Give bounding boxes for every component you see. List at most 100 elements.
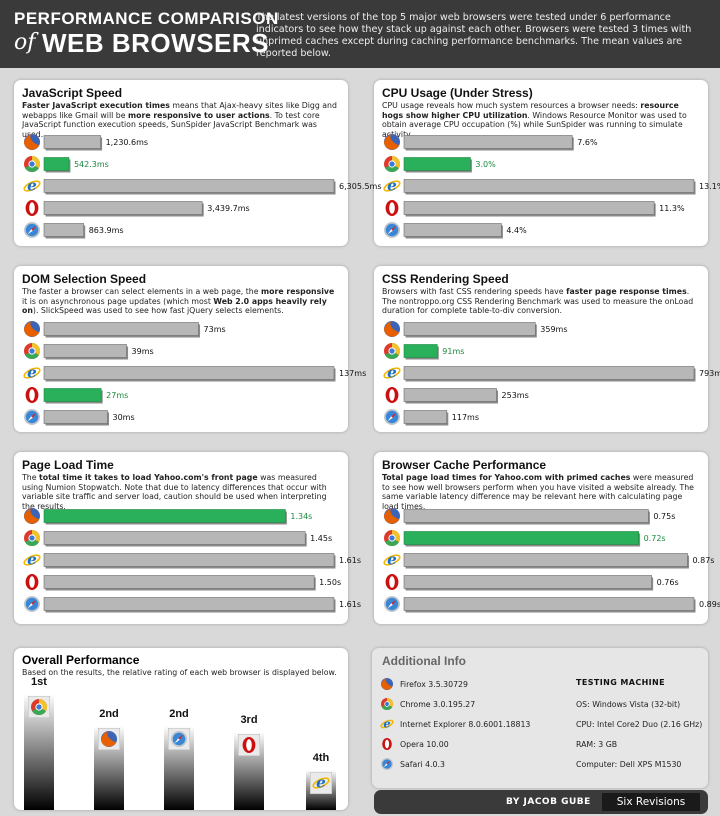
firefox-icon xyxy=(24,321,40,337)
opera-icon xyxy=(242,737,256,753)
firefox-icon xyxy=(384,134,400,150)
version-label: Opera 10.00 xyxy=(400,739,449,749)
bar-firefox xyxy=(43,509,286,523)
bar-safari xyxy=(43,597,335,611)
version-label: Safari 4.0.3 xyxy=(400,759,445,769)
chart-page-load-time: 1.34s 1.45s e 1.61s 1.50s 1.61s xyxy=(23,508,361,613)
bar-firefox xyxy=(403,322,536,336)
chart-browser-cache-performance: 0.75s 0.72s e 0.87s 0.76s 0.89s xyxy=(383,508,720,613)
panel-title: Additional Info xyxy=(382,654,466,668)
value-label: 6,305.5ms xyxy=(339,182,382,191)
internet-explorer-icon: e xyxy=(383,550,401,568)
podium-icon xyxy=(28,696,50,718)
bar-chrome xyxy=(403,157,471,171)
opera-icon xyxy=(385,387,399,403)
value-label: 0.76s xyxy=(657,578,679,587)
value-label: 863.9ms xyxy=(89,226,124,235)
bar-chrome xyxy=(403,531,639,545)
brand-logo[interactable]: Six Revisions xyxy=(602,793,700,811)
bar-internet-explorer xyxy=(43,366,335,380)
bar-internet-explorer xyxy=(403,366,695,380)
firefox-icon xyxy=(384,321,400,337)
bar-firefox xyxy=(403,509,649,523)
svg-text:e: e xyxy=(387,176,397,194)
value-label: 3.0% xyxy=(475,160,496,169)
machine-spec: CPU: Intel Core2 Duo (2.16 GHz) xyxy=(576,720,703,729)
value-label: 1.34s xyxy=(290,512,312,521)
bar-firefox xyxy=(43,135,101,149)
value-label: 3,439.7ms xyxy=(207,204,250,213)
bar-chrome xyxy=(403,344,438,358)
testing-machine-title: TESTING MACHINE xyxy=(576,678,666,687)
value-label: 137ms xyxy=(339,369,366,378)
internet-explorer-icon: e xyxy=(23,550,41,568)
chart-javascript-speed: 1,230.6ms 542.3ms e 6,305.5ms 3,439.7ms 863.9… xyxy=(23,134,382,239)
value-label: 91ms xyxy=(442,347,464,356)
safari-icon xyxy=(24,409,40,425)
bar-safari xyxy=(43,410,108,424)
svg-text:e: e xyxy=(387,550,397,568)
chart-css-rendering-speed: 359ms 91ms e 793ms 253ms 117ms xyxy=(383,321,720,426)
value-label: 0.75s xyxy=(653,512,675,521)
bar-opera xyxy=(403,201,655,215)
bar-safari xyxy=(403,410,448,424)
machine-spec: OS: Windows Vista (32-bit) xyxy=(576,700,681,709)
value-label: 1.45s xyxy=(310,534,332,543)
value-label: 1.50s xyxy=(319,578,341,587)
version-label: Firefox 3.5.30729 xyxy=(400,679,468,689)
bar-chrome xyxy=(43,531,306,545)
byline: BY JACOB GUBE xyxy=(506,797,591,807)
panel-description: Browsers with fast CSS rendering speeds … xyxy=(382,287,694,315)
value-label: 11.3% xyxy=(659,204,685,213)
chrome-icon xyxy=(24,529,41,547)
value-label: 39ms xyxy=(132,347,154,356)
podium-rank: 1st xyxy=(31,676,47,688)
podium-icon xyxy=(98,728,120,750)
safari-icon xyxy=(24,596,40,612)
value-label: 253ms xyxy=(502,391,529,400)
safari-icon xyxy=(384,222,400,238)
firefox-icon xyxy=(101,731,117,747)
svg-text:e: e xyxy=(27,176,37,194)
bar-firefox xyxy=(43,322,199,336)
podium-icon xyxy=(168,728,190,750)
podium-rank: 2nd xyxy=(99,708,119,720)
chrome-icon xyxy=(384,529,401,547)
firefox-icon xyxy=(24,134,40,150)
firefox-icon xyxy=(384,508,400,524)
panel-description: The total time it takes to load Yahoo.co… xyxy=(22,473,327,511)
svg-text:e: e xyxy=(316,773,326,791)
internet-explorer-icon: e xyxy=(383,176,401,194)
safari-icon xyxy=(381,758,393,770)
panel-additional-info: Additional Info Firefox 3.5.30729 Chrome … xyxy=(372,648,708,788)
value-label: 1.61s xyxy=(339,600,361,609)
intro-text: The latest versions of the top 5 major w… xyxy=(256,12,692,59)
bar-opera xyxy=(403,575,652,589)
version-row: Safari 4.0.3 xyxy=(380,756,445,772)
value-label: 359ms xyxy=(540,325,567,334)
chart-dom-selection-speed: 73ms 39ms e 137ms 27ms 30ms xyxy=(23,321,366,426)
bar-internet-explorer xyxy=(43,553,335,567)
bar-safari xyxy=(43,223,85,237)
bar-chrome xyxy=(43,344,127,358)
opera-icon xyxy=(25,574,39,590)
machine-spec: RAM: 3 GB xyxy=(576,740,618,749)
podium-icon: e xyxy=(310,772,332,794)
opera-icon xyxy=(382,738,392,750)
svg-text:e: e xyxy=(387,363,397,381)
version-row: Chrome 3.0.195.27 xyxy=(380,696,475,712)
bar-chrome xyxy=(43,157,70,171)
title-bottom: WEB BROWSERS xyxy=(42,28,269,58)
svg-text:e: e xyxy=(27,363,37,381)
chrome-icon xyxy=(24,155,41,173)
panel-title: CPU Usage (Under Stress) xyxy=(382,86,533,100)
value-label: 793ms xyxy=(699,369,720,378)
chrome-icon xyxy=(384,155,401,173)
podium-icon xyxy=(238,734,260,756)
footer: BY JACOB GUBE Six Revisions xyxy=(374,790,708,814)
value-label: 13.1% xyxy=(699,182,720,191)
value-label: 0.87s xyxy=(692,556,714,565)
chrome-icon xyxy=(381,697,394,711)
version-label: Internet Explorer 8.0.6001.18813 xyxy=(400,719,531,729)
